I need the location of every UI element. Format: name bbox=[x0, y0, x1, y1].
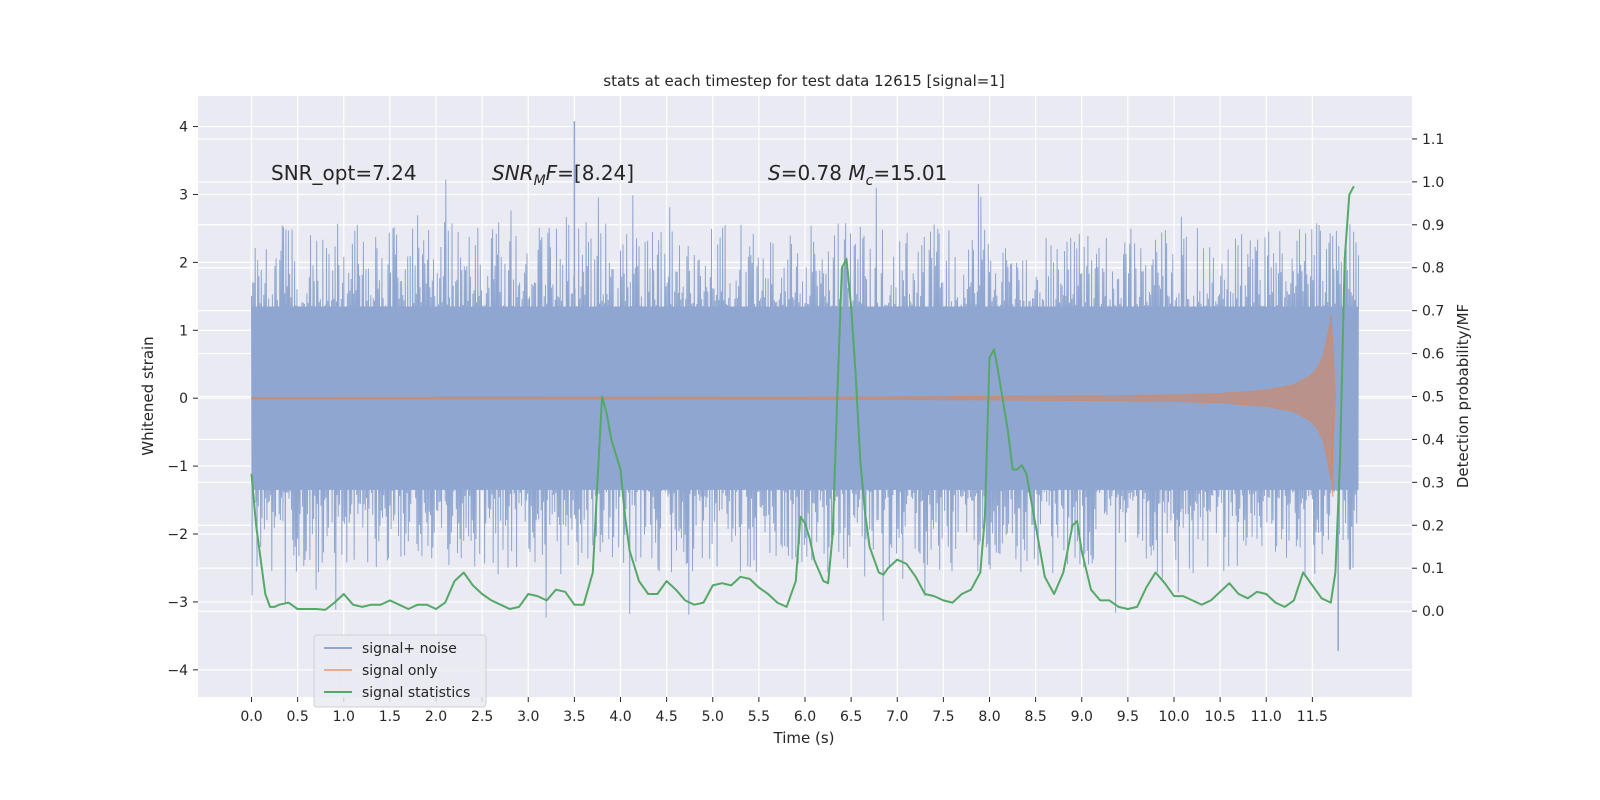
x-tick-label: 7.0 bbox=[886, 709, 908, 725]
x-tick-label: 3.0 bbox=[517, 709, 539, 725]
y-tick-label-right: 0.5 bbox=[1422, 390, 1444, 406]
y-tick-label: −3 bbox=[167, 595, 188, 611]
x-tick-label: 1.5 bbox=[379, 709, 401, 725]
x-tick-label: 9.5 bbox=[1117, 709, 1139, 725]
legend-label-stats: signal statistics bbox=[362, 685, 470, 701]
legend: signal+ noise signal only signal statist… bbox=[313, 634, 487, 708]
y-tick-label-right: 0.2 bbox=[1422, 518, 1444, 534]
x-tick-label: 8.5 bbox=[1024, 709, 1046, 725]
annotation-snr-opt: SNR_opt=7.24 bbox=[271, 161, 417, 185]
signal-envelope bbox=[251, 314, 1336, 482]
noise-trace bbox=[251, 179, 1359, 621]
axis-ticks: 0.0 0.5 1.0 1.5 2.0 2.5 3.0 3.5 4.0 4.5 5.0 5.5 6.0 6… bbox=[167, 120, 1444, 725]
y-tick-label-right: 0.3 bbox=[1422, 475, 1444, 491]
x-tick-label: 1.0 bbox=[333, 709, 355, 725]
y-axis-label: Whitened strain bbox=[139, 336, 157, 455]
legend-label-signal: signal only bbox=[362, 663, 437, 679]
y-tick-label: 4 bbox=[179, 120, 188, 136]
y-tick-label-right: 0.7 bbox=[1422, 304, 1444, 320]
stats-line bbox=[250, 185, 1355, 611]
y-axis-label-right: Detection probability/MF bbox=[1454, 304, 1472, 488]
x-tick-label: 10.0 bbox=[1158, 709, 1189, 725]
y-tick-label: −2 bbox=[167, 527, 188, 543]
y-tick-label-right: 0.4 bbox=[1422, 432, 1444, 448]
y-tick-label: −1 bbox=[167, 459, 188, 475]
y-tick-label: 1 bbox=[179, 323, 188, 339]
y-tick-label-right: 0.8 bbox=[1422, 261, 1444, 277]
x-tick-label: 4.5 bbox=[655, 709, 677, 725]
x-tick-label: 0.0 bbox=[240, 709, 262, 725]
x-tick-label: 7.5 bbox=[932, 709, 954, 725]
x-tick-label: 8.0 bbox=[978, 709, 1000, 725]
legend-box bbox=[313, 634, 487, 708]
x-tick-label: 6.0 bbox=[794, 709, 816, 725]
y-tick-label-right: 0.9 bbox=[1422, 218, 1444, 234]
y-tick-label-right: 1.1 bbox=[1422, 132, 1444, 148]
chart-title: stats at each timestep for test data 126… bbox=[603, 72, 1004, 90]
y-tick-label: −4 bbox=[167, 663, 188, 679]
annotation-s-mc: S=0.78 Mc=15.01 bbox=[768, 161, 947, 189]
y-tick-label-right: 1.0 bbox=[1422, 175, 1444, 191]
x-tick-label: 9.0 bbox=[1071, 709, 1093, 725]
x-tick-label: 3.5 bbox=[563, 709, 585, 725]
y-tick-label-right: 0.1 bbox=[1422, 561, 1444, 577]
x-tick-label: 4.0 bbox=[609, 709, 631, 725]
y-tick-label: 0 bbox=[179, 391, 188, 407]
x-tick-label: 6.5 bbox=[840, 709, 862, 725]
y-tick-label-right: 0.0 bbox=[1422, 604, 1444, 620]
x-axis-label: Time (s) bbox=[773, 729, 835, 747]
series-signal-statistics bbox=[250, 185, 1355, 611]
y-tick-label: 3 bbox=[179, 187, 188, 203]
x-tick-label: 5.5 bbox=[748, 709, 770, 725]
annotation-snr-mf: SNRMF=[8.24] bbox=[492, 161, 634, 189]
legend-label-noise: signal+ noise bbox=[362, 641, 457, 657]
x-tick-label: 11.5 bbox=[1297, 709, 1328, 725]
x-tick-label: 2.0 bbox=[425, 709, 447, 725]
x-tick-label: 11.0 bbox=[1251, 709, 1282, 725]
x-tick-label: 2.5 bbox=[471, 709, 493, 725]
x-tick-label: 10.5 bbox=[1205, 709, 1236, 725]
y-tick-label: 2 bbox=[179, 255, 188, 271]
y-tick-label-right: 0.6 bbox=[1422, 347, 1444, 363]
x-tick-label: 0.5 bbox=[286, 709, 308, 725]
x-tick-label: 5.0 bbox=[702, 709, 724, 725]
series-signal-only bbox=[251, 314, 1336, 497]
